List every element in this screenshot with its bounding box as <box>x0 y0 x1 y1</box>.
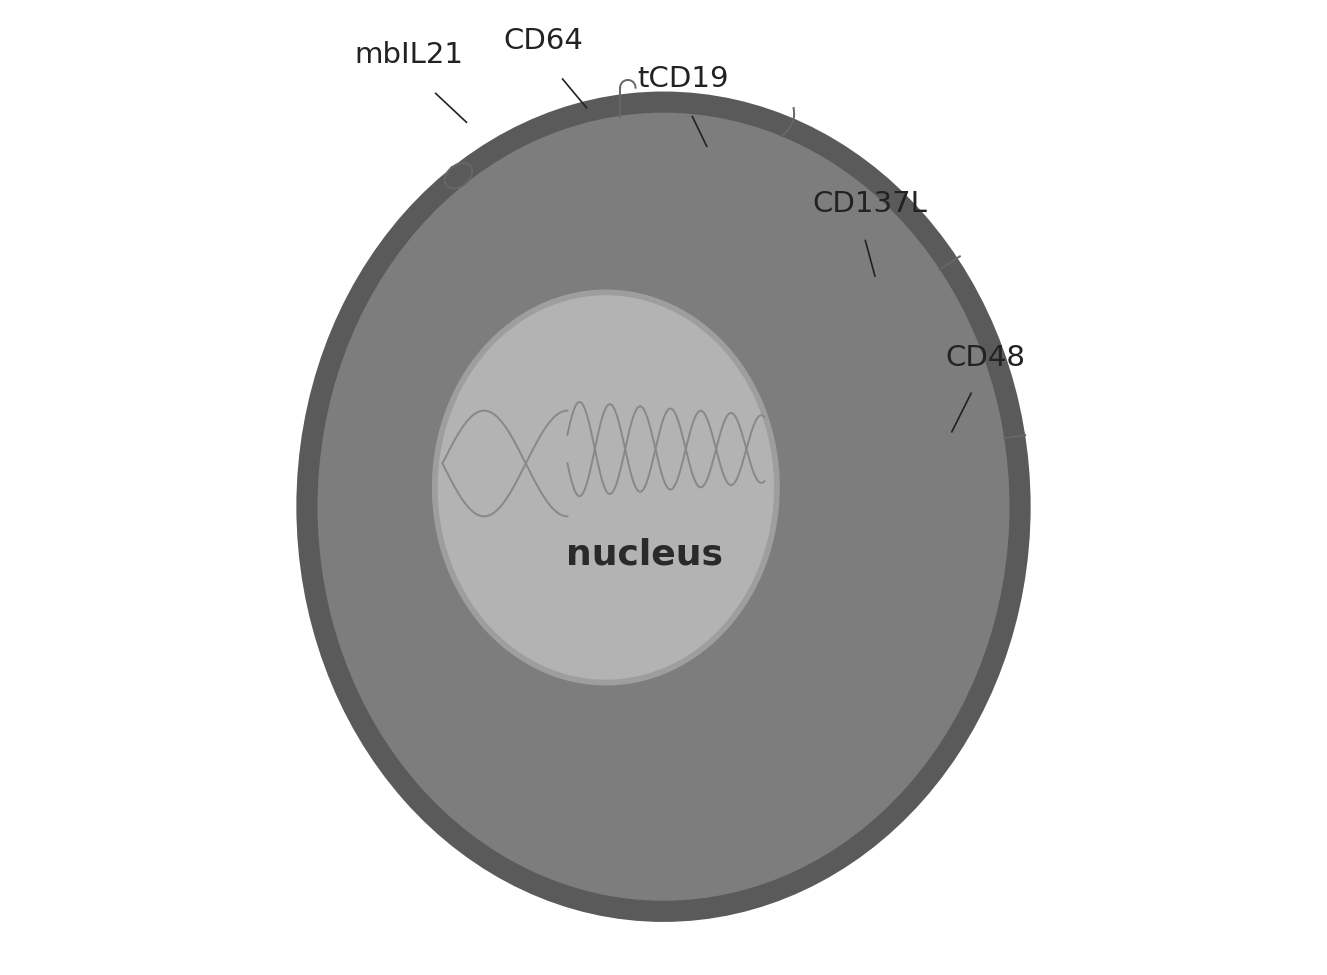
Ellipse shape <box>317 113 1010 901</box>
Ellipse shape <box>431 290 780 685</box>
Text: mbIL21: mbIL21 <box>354 41 463 69</box>
Text: CD137L: CD137L <box>812 190 928 218</box>
Text: tCD19: tCD19 <box>637 65 729 94</box>
Text: CD48: CD48 <box>945 344 1026 372</box>
Ellipse shape <box>296 92 1031 922</box>
Text: nucleus: nucleus <box>565 538 723 571</box>
Text: CD64: CD64 <box>503 27 584 55</box>
Ellipse shape <box>438 295 774 680</box>
